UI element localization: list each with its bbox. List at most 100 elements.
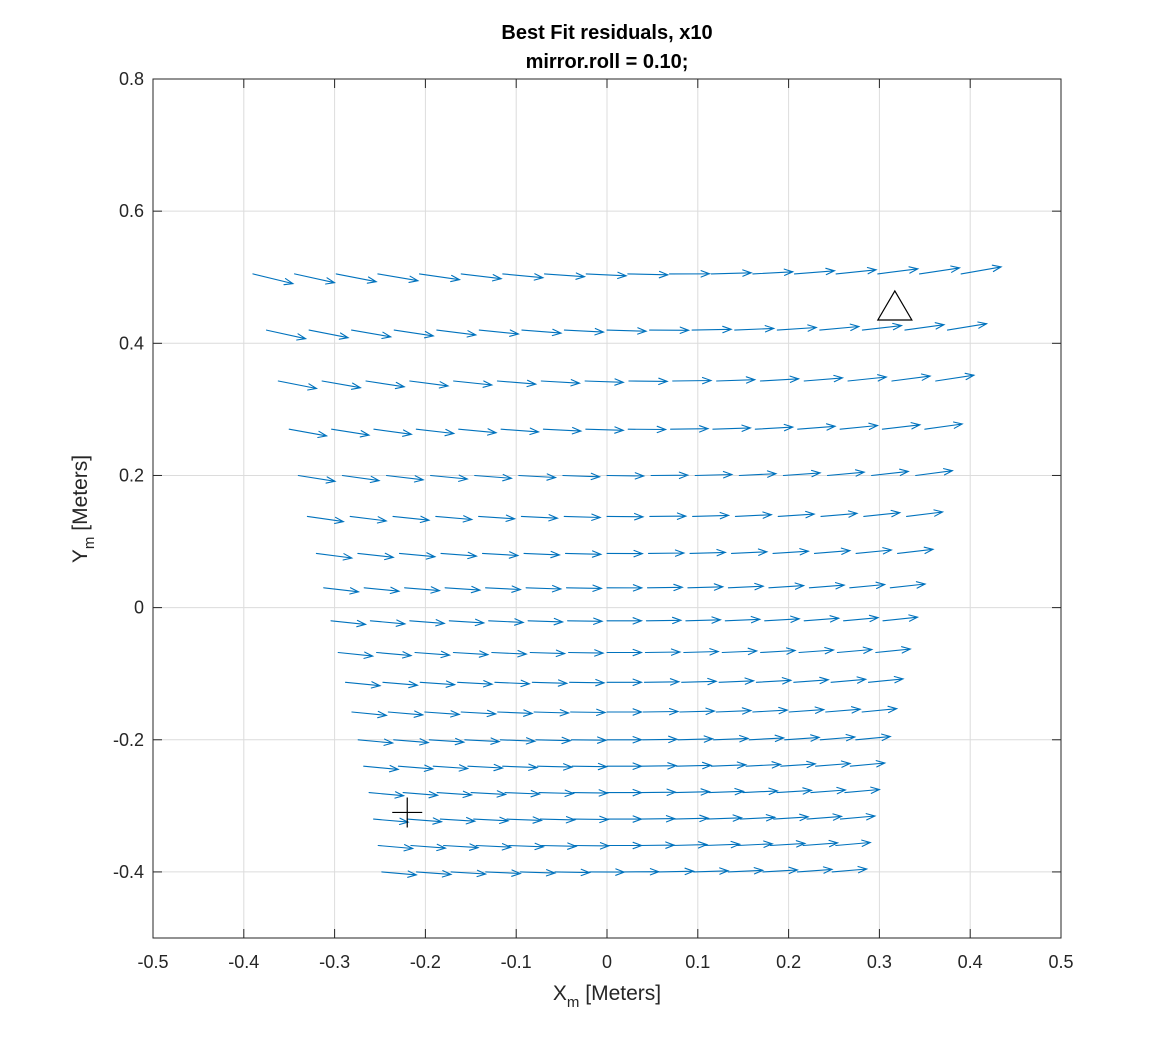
residual-arrow xyxy=(849,581,887,590)
residual-arrow xyxy=(331,428,371,438)
residual-arrow xyxy=(288,428,329,439)
y-axis-label: Ym [Meters] xyxy=(69,455,98,563)
residual-arrow xyxy=(793,676,830,685)
residual-arrow xyxy=(675,761,713,770)
residual-arrow xyxy=(649,512,688,520)
residual-arrow xyxy=(351,329,393,340)
residual-arrow xyxy=(643,678,681,686)
residual-arrow xyxy=(826,469,866,477)
residual-arrow xyxy=(363,764,400,773)
residual-arrow xyxy=(330,619,368,628)
residual-arrow xyxy=(815,760,852,768)
residual-arrow xyxy=(734,511,773,519)
residual-arrow xyxy=(835,839,872,847)
residual-arrow xyxy=(351,710,388,719)
residual-arrow xyxy=(563,327,606,336)
residual-arrow xyxy=(715,707,753,715)
residual-arrow xyxy=(341,474,381,484)
residual-arrow xyxy=(381,870,418,878)
residual-arrow xyxy=(844,786,881,794)
residual-arrow xyxy=(606,762,644,770)
x-tick-label: 0.3 xyxy=(867,952,892,972)
residual-arrow xyxy=(738,470,778,478)
residual-arrow xyxy=(335,273,378,284)
residual-arrow xyxy=(627,270,670,279)
residual-arrow xyxy=(428,737,466,746)
residual-arrow xyxy=(710,761,748,769)
residual-arrow xyxy=(877,266,920,275)
residual-arrow xyxy=(436,329,478,338)
residual-arrow xyxy=(365,380,406,390)
residual-arrow xyxy=(802,839,840,848)
residual-arrow xyxy=(500,427,541,436)
residual-arrow xyxy=(521,328,563,337)
residual-arrow xyxy=(488,618,525,626)
residual-arrow xyxy=(415,428,456,437)
residual-arrow xyxy=(658,867,696,876)
residual-arrow xyxy=(960,264,1003,275)
residual-arrow xyxy=(768,582,806,590)
residual-arrow xyxy=(571,762,609,771)
residual-arrow xyxy=(861,705,899,714)
residual-arrow xyxy=(499,737,537,745)
residual-arrow xyxy=(704,840,742,849)
y-tick-label: 0.8 xyxy=(119,69,144,89)
residual-arrow xyxy=(683,648,720,656)
residual-arrow xyxy=(508,842,545,851)
residual-arrow xyxy=(671,841,709,849)
x-axis-label-main: X xyxy=(553,982,567,1005)
residual-arrow xyxy=(739,814,777,822)
residual-arrow xyxy=(568,649,605,657)
residual-arrow xyxy=(606,841,644,850)
residual-arrow xyxy=(759,375,801,383)
residual-arrow xyxy=(606,327,648,335)
residual-arrow xyxy=(536,763,574,771)
residual-arrow xyxy=(497,709,534,717)
residual-arrow xyxy=(831,865,869,874)
residual-arrow xyxy=(457,680,494,688)
residual-arrow xyxy=(835,266,878,275)
residual-arrow xyxy=(460,709,498,718)
residual-arrow xyxy=(410,843,447,852)
residual-arrow xyxy=(742,787,779,796)
residual-arrow xyxy=(569,678,606,687)
residual-arrow xyxy=(673,814,710,823)
residual-arrow xyxy=(847,374,888,382)
residual-arrow xyxy=(881,422,922,430)
residual-arrow xyxy=(387,710,425,718)
residual-arrow xyxy=(843,614,880,623)
residual-arrow xyxy=(734,325,776,333)
x-tick-label: 0.1 xyxy=(685,952,710,972)
residual-arrow xyxy=(481,551,520,559)
residual-arrows xyxy=(252,264,1003,878)
residual-arrow xyxy=(531,679,569,687)
residual-arrow xyxy=(793,267,837,276)
residual-arrow xyxy=(776,787,813,795)
residual-arrow xyxy=(639,815,677,823)
residual-arrow xyxy=(606,708,644,716)
residual-arrow xyxy=(813,547,852,555)
residual-arrow xyxy=(475,843,513,851)
residual-arrow xyxy=(641,762,678,770)
residual-arrow xyxy=(606,736,644,744)
residual-arrow xyxy=(452,650,490,658)
triangle-marker xyxy=(876,289,913,321)
residual-arrow xyxy=(727,867,765,875)
residual-arrow xyxy=(392,515,431,524)
residual-arrow xyxy=(754,423,795,432)
residual-arrow xyxy=(277,380,319,391)
residual-arrow xyxy=(871,468,910,477)
residual-arrow xyxy=(752,706,789,715)
residual-arrow xyxy=(393,329,435,339)
residual-arrow xyxy=(402,790,440,799)
residual-arrow xyxy=(502,273,545,281)
residual-arrow xyxy=(606,549,644,558)
residual-arrow xyxy=(679,707,716,716)
residual-arrow xyxy=(646,583,684,592)
residual-arrow xyxy=(708,787,746,796)
residual-arrow xyxy=(627,425,668,434)
residual-arrow xyxy=(404,586,442,594)
x-tick-label: -0.1 xyxy=(501,952,532,972)
residual-arrow xyxy=(419,680,457,688)
residual-arrow xyxy=(727,582,765,591)
